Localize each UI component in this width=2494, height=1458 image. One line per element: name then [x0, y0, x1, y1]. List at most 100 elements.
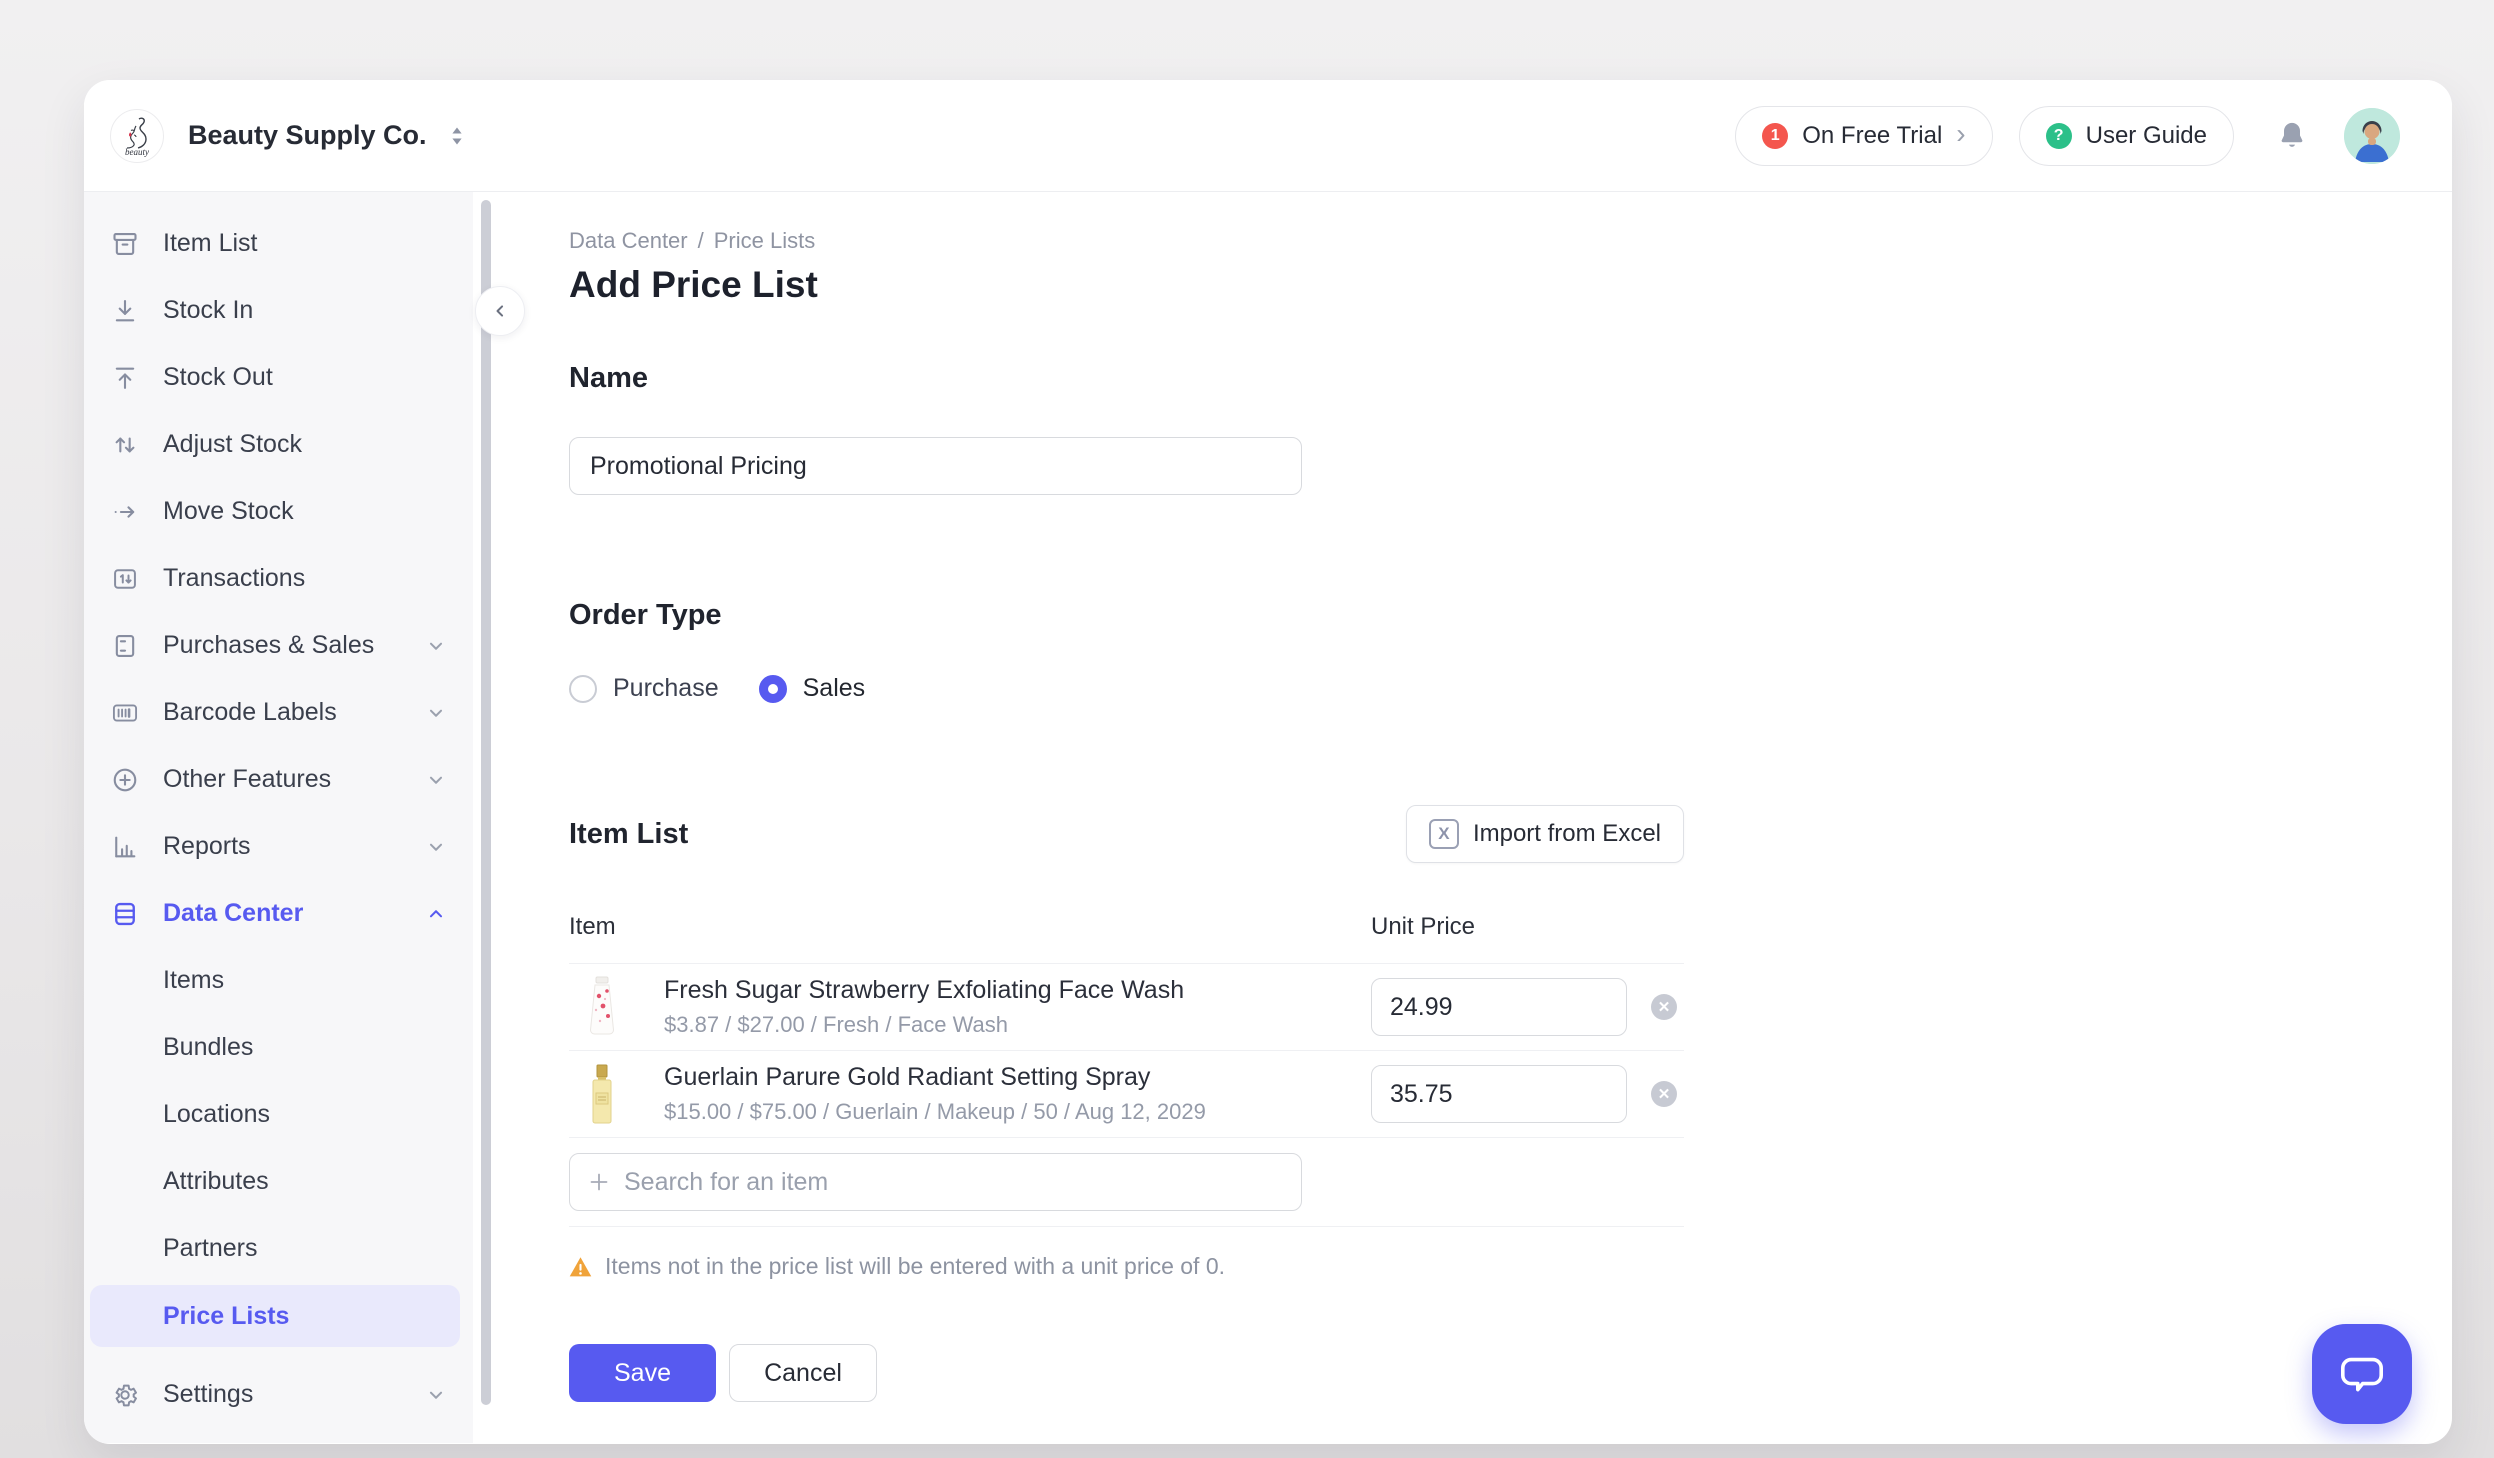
- item-info: Fresh Sugar Strawberry Exfoliating Face …: [664, 976, 1371, 1038]
- page-title: Add Price List: [569, 264, 818, 305]
- chevron-down-icon: [425, 836, 447, 858]
- sidebar-item-other-features[interactable]: Other Features: [84, 746, 499, 813]
- database-icon: [110, 899, 140, 929]
- sidebar-collapse-button[interactable]: [475, 286, 525, 336]
- name-section-label: Name: [569, 362, 648, 394]
- sidebar-label: Settings: [163, 1380, 254, 1408]
- order-type-options: Purchase Sales: [569, 674, 2452, 703]
- cancel-button[interactable]: Cancel: [729, 1344, 877, 1402]
- sidebar-label: Reports: [163, 832, 251, 860]
- sidebar-label: Stock In: [163, 296, 254, 324]
- user-guide-button[interactable]: ? User Guide: [2018, 105, 2234, 166]
- company-name[interactable]: Beauty Supply Co.: [188, 120, 427, 150]
- download-arrow-icon: [110, 296, 140, 326]
- user-guide-label: User Guide: [2085, 121, 2207, 149]
- breadcrumb: Data Center / Price Lists: [569, 228, 2452, 254]
- trial-badge-icon: 1: [1762, 122, 1789, 149]
- product-image-setting-spray: [582, 1063, 622, 1125]
- form-actions: Save Cancel: [569, 1344, 2452, 1402]
- item-info: Guerlain Parure Gold Radiant Setting Spr…: [664, 1063, 1371, 1125]
- sidebar-item-stock-out[interactable]: Stock Out: [84, 344, 499, 411]
- archive-box-icon: [110, 229, 140, 259]
- product-image-face-wash: [582, 976, 622, 1038]
- item-list-section-label: Item List: [569, 817, 689, 850]
- item-search-field[interactable]: [569, 1153, 1302, 1211]
- item-name: Guerlain Parure Gold Radiant Setting Spr…: [664, 1063, 1151, 1091]
- beauty-logo-icon: beauty: [125, 117, 149, 157]
- table-row: Fresh Sugar Strawberry Exfoliating Face …: [569, 964, 1684, 1051]
- user-avatar[interactable]: [2344, 107, 2400, 164]
- breadcrumb-data-center[interactable]: Data Center: [569, 228, 688, 253]
- gear-icon: [110, 1380, 140, 1410]
- sidebar-subitem-attributes[interactable]: Attributes: [163, 1167, 269, 1195]
- sidebar-item-stock-in[interactable]: Stock In: [84, 277, 499, 344]
- bar-chart-icon: [110, 832, 140, 862]
- sidebar-subitem-price-lists[interactable]: Price Lists: [90, 1285, 460, 1347]
- sidebar-label: Barcode Labels: [163, 698, 337, 726]
- table-row: Guerlain Parure Gold Radiant Setting Spr…: [569, 1051, 1684, 1138]
- document-icon: [110, 631, 140, 661]
- chevron-left-icon: [496, 305, 504, 317]
- sidebar-item-adjust-stock[interactable]: Adjust Stock: [84, 411, 499, 478]
- app-window: beauty Beauty Supply Co. 1 On Free Trial…: [84, 80, 2452, 1444]
- chevron-up-icon: [425, 903, 447, 925]
- sidebar-label: Item List: [163, 229, 258, 257]
- sidebar-scrollbar-thumb[interactable]: [481, 200, 491, 1405]
- chevron-down-icon: [425, 702, 447, 724]
- question-circle-icon: ?: [2045, 122, 2072, 149]
- sidebar-item-move-stock[interactable]: Move Stock: [84, 478, 499, 545]
- radio-circle-checked[interactable]: [758, 674, 787, 703]
- radio-circle-unchecked[interactable]: [569, 674, 597, 703]
- barcode-icon: [110, 698, 140, 728]
- sidebar-item-purchases-sales[interactable]: Purchases & Sales: [84, 612, 499, 679]
- sidebar-label: Purchases & Sales: [163, 631, 375, 659]
- main-content: Data Center / Price Lists Add Price List…: [499, 192, 2452, 1443]
- column-header-unit-price: Unit Price: [1371, 913, 1476, 940]
- item-details: $15.00 / $75.00 / Guerlain / Makeup / 50…: [664, 1099, 1206, 1124]
- svg-text:beauty: beauty: [125, 147, 149, 157]
- sidebar-item-settings[interactable]: Settings: [84, 1361, 499, 1428]
- warning-text: Items not in the price list will be ente…: [605, 1253, 1226, 1279]
- sidebar-label: Transactions: [163, 564, 306, 592]
- free-trial-button[interactable]: 1 On Free Trial ›: [1735, 105, 1993, 166]
- breadcrumb-price-lists[interactable]: Price Lists: [713, 228, 816, 253]
- window-body: Item List Stock In: [84, 192, 2452, 1443]
- item-search-input[interactable]: [624, 1167, 1283, 1197]
- support-chat-button[interactable]: [2312, 1324, 2412, 1424]
- import-from-excel-button[interactable]: X Import from Excel: [1405, 805, 1684, 863]
- chevron-right-icon: ›: [1956, 118, 1966, 149]
- sidebar-subitem-bundles[interactable]: Bundles: [163, 1033, 254, 1061]
- sidebar-label: Adjust Stock: [163, 430, 302, 458]
- sidebar-subitem-items[interactable]: Items: [163, 966, 225, 994]
- unit-price-input[interactable]: [1371, 1065, 1627, 1123]
- sidebar-item-item-list[interactable]: Item List: [84, 210, 499, 277]
- plus-icon: [590, 1173, 608, 1191]
- radio-label-sales: Sales: [802, 674, 866, 702]
- sidebar-subitem-locations[interactable]: Locations: [163, 1100, 271, 1128]
- sidebar-item-reports[interactable]: Reports: [84, 813, 499, 880]
- top-header: beauty Beauty Supply Co. 1 On Free Trial…: [84, 80, 2452, 192]
- remove-item-button[interactable]: ✕: [1651, 1081, 1677, 1107]
- sidebar: Item List Stock In: [84, 192, 499, 1443]
- radio-option-sales[interactable]: Sales: [758, 674, 866, 703]
- sidebar-subitem-partners[interactable]: Partners: [163, 1234, 258, 1262]
- sidebar-label: Other Features: [163, 765, 332, 793]
- company-switcher-icon[interactable]: [449, 125, 465, 147]
- sidebar-item-transactions[interactable]: Transactions: [84, 545, 499, 612]
- save-button[interactable]: Save: [569, 1344, 716, 1402]
- radio-option-purchase[interactable]: Purchase: [569, 674, 719, 703]
- company-logo: beauty: [110, 108, 164, 163]
- notifications-bell-icon[interactable]: [2276, 120, 2308, 152]
- remove-item-button[interactable]: ✕: [1651, 994, 1677, 1020]
- item-name: Fresh Sugar Strawberry Exfoliating Face …: [664, 976, 1185, 1004]
- unit-price-input[interactable]: [1371, 978, 1627, 1036]
- warning-message: Items not in the price list will be ente…: [569, 1253, 1684, 1280]
- item-list-header: Item List X Import from Excel: [569, 805, 1684, 863]
- sidebar-item-barcode-labels[interactable]: Barcode Labels: [84, 679, 499, 746]
- price-list-name-input[interactable]: [569, 437, 1302, 495]
- chat-bubble-icon: [2341, 1357, 2383, 1392]
- column-header-item: Item: [569, 913, 616, 940]
- item-table: Item Unit Price: [569, 913, 1684, 1280]
- sidebar-item-data-center[interactable]: Data Center: [84, 880, 499, 947]
